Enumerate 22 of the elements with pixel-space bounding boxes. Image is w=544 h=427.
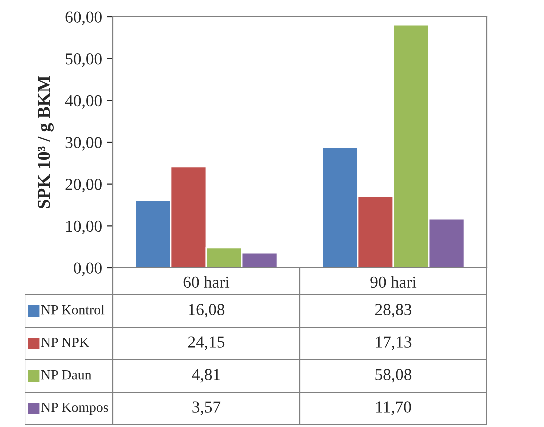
data-label: 11,70 bbox=[376, 402, 412, 416]
data-label: 3,57 bbox=[192, 402, 221, 416]
x-tick-label: 60 hari bbox=[184, 276, 230, 288]
data-label: 24,15 bbox=[188, 336, 225, 350]
y-tick-label: 30,00 bbox=[66, 137, 102, 151]
y-tick-label: 60,00 bbox=[66, 12, 102, 26]
legend-label: NP Daun bbox=[41, 370, 92, 380]
data-label: 28,83 bbox=[375, 304, 412, 318]
legend-label: NP NPK bbox=[41, 338, 90, 348]
y-tick-label: 0,00 bbox=[74, 262, 102, 276]
y-tick-label: 20,00 bbox=[66, 179, 102, 193]
legend-label: NP Kontrol bbox=[41, 304, 105, 315]
legend-label: NP Kompos bbox=[41, 402, 108, 416]
x-tick-label: 90 hari bbox=[370, 276, 417, 288]
data-label: 58,08 bbox=[376, 369, 412, 383]
y-tick-label: 10,00 bbox=[66, 220, 102, 235]
data-label: 16,08 bbox=[189, 304, 225, 318]
data-label: 17,13 bbox=[376, 336, 412, 350]
y-axis-title: SPK 10³ / g BKM bbox=[38, 76, 54, 208]
data-label: 4,81 bbox=[192, 369, 220, 383]
y-tick-label: 40,00 bbox=[65, 95, 102, 110]
y-tick-label: 50,00 bbox=[66, 54, 102, 68]
